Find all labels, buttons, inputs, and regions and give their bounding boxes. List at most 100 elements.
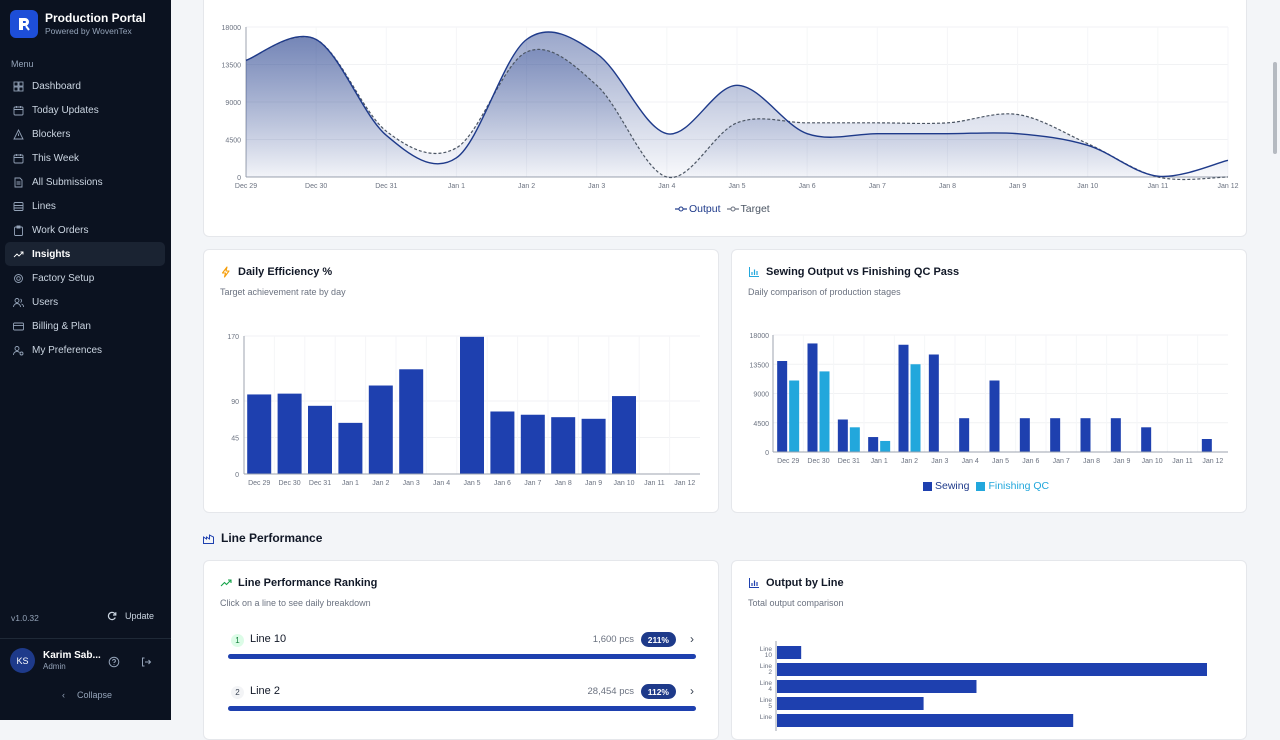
progress-fill [228,706,696,711]
finishing-qc-bar[interactable] [910,364,921,452]
efficiency-bar[interactable] [338,422,363,474]
x-tick-label: Jan 11 [1172,458,1193,465]
sidebar-item-work-orders[interactable]: Work Orders [5,218,165,242]
efficiency-bar[interactable] [247,394,272,474]
sewing-bar[interactable] [1201,439,1212,452]
clipboard-icon [13,225,24,236]
line-output-bar[interactable] [777,663,1207,676]
x-tick-label: Jan 8 [939,183,956,190]
sewing-vs-qc-card: Sewing Output vs Finishing QC Pass Daily… [731,249,1247,513]
sidebar-item-my-preferences[interactable]: My Preferences [5,338,165,362]
x-tick-label: Jan 3 [588,183,605,190]
y-tick-label: 18000 [222,25,242,32]
efficiency-bar[interactable] [490,411,515,474]
list-icon [13,201,24,212]
user-profile[interactable]: KS Karim Sab... Admin [10,648,101,673]
update-button[interactable]: Update [107,611,154,621]
brand[interactable]: Production Portal Powered by WovenTex [10,10,146,38]
help-icon[interactable] [108,656,120,668]
x-tick-label: Jan 5 [463,480,480,487]
x-tick-label: Dec 31 [375,183,397,190]
x-tick-label: Jan 12 [1217,183,1238,190]
sidebar-item-this-week[interactable]: This Week [5,146,165,170]
legend-target: Target [740,203,770,215]
sewing-bar[interactable] [1110,418,1121,452]
sewing-bar[interactable] [837,419,848,453]
main-content: 0 4500 9000 13500 18000 Dec 29 Dec 30 Dec 31 Jan… [171,0,1280,740]
line-output-bar[interactable] [777,680,977,693]
y-tick-label: 18000 [750,333,770,340]
output-legend-icon [675,206,687,212]
line-output-bar[interactable] [777,697,924,710]
line-name: Line 2 [250,685,280,697]
y-tick-label: 0 [235,472,239,479]
efficiency-bar[interactable] [612,396,636,474]
line-output-bar[interactable] [777,646,802,659]
sewing-bar[interactable] [1080,418,1091,452]
efficiency-bar[interactable] [399,369,424,474]
sidebar-item-users[interactable]: Users [5,290,165,314]
finishing-qc-bar[interactable] [789,380,800,453]
efficiency-bar[interactable] [520,414,545,474]
finishing-qc-bar[interactable] [880,440,891,452]
scrollbar-thumb[interactable] [1273,62,1277,154]
y-tick-label: 4500 [753,421,769,428]
rank-number: 2 [231,686,244,699]
efficiency-bar[interactable] [277,393,302,474]
chevron-right-icon[interactable]: › [690,632,694,646]
sidebar-item-insights[interactable]: Insights [5,242,165,266]
sidebar-item-billing-plan[interactable]: Billing & Plan [5,314,165,338]
users-icon [13,297,24,308]
x-tick-label: Jan 10 [1077,183,1098,190]
finishing-qc-bar[interactable] [819,371,830,452]
avatar: KS [10,648,35,673]
x-tick-label: Jan 1 [448,183,465,190]
efficiency-bar[interactable] [368,385,393,474]
sidebar-item-all-submissions[interactable]: All Submissions [5,170,165,194]
sidebar-item-today-updates[interactable]: Today Updates [5,98,165,122]
sidebar-item-factory-setup[interactable]: Factory Setup [5,266,165,290]
sidebar-item-dashboard[interactable]: Dashboard [5,74,165,98]
x-tick-label: Jan 12 [1202,458,1223,465]
sewing-bar[interactable] [898,344,909,452]
x-tick-label: Jan 5 [728,183,745,190]
output-target-legend: Output Target [675,203,770,215]
efficiency-title: Daily Efficiency % [220,266,332,278]
app-title: Production Portal [45,11,146,25]
sidebar-item-label: My Preferences [32,344,103,356]
efficiency-bar[interactable] [551,417,576,474]
sewing-bar[interactable] [1019,418,1030,452]
sewing-bar[interactable] [959,418,970,452]
line-output-bar[interactable] [777,714,1074,727]
chevron-right-icon[interactable]: › [690,684,694,698]
collapse-button[interactable]: ‹ Collapse [62,690,112,700]
line-performance-title-text: Line Performance [221,531,323,545]
sidebar-item-lines[interactable]: Lines [5,194,165,218]
sewing-bar[interactable] [1050,418,1061,452]
output-by-line-title: Output by Line [748,577,844,589]
ranking-title: Line Performance Ranking [220,577,377,589]
legend-finishing-qc: Finishing QC [988,480,1050,492]
sewing-bar[interactable] [928,354,939,453]
efficiency-bar[interactable] [308,405,332,474]
line-pcs: 1,600 pcs [592,634,634,645]
logout-icon[interactable] [140,656,152,668]
sidebar-item-label: Insights [32,248,71,260]
efficiency-bar[interactable] [581,418,606,474]
sewing-bar[interactable] [989,380,1000,453]
sidebar-item-blockers[interactable]: Blockers [5,122,165,146]
grid-icon [13,81,24,92]
efficiency-bar[interactable] [460,336,484,474]
finishing-qc-bar[interactable] [849,427,860,452]
x-tick-label: Jan 12 [674,480,695,487]
sewing-bar[interactable] [777,361,788,452]
sewing-bar[interactable] [1141,427,1152,452]
ranking-subtitle: Click on a line to see daily breakdown [220,598,371,608]
sewing-bar[interactable] [868,437,879,452]
progress-bar [228,654,696,659]
sidebar-nav: Dashboard Today Updates Blockers This Week A… [5,74,165,362]
sewing-bar[interactable] [807,343,818,452]
gear-icon [13,273,24,284]
efficiency-chart: 0 45 90 170 Dec 29 Dec 30 Dec 31 Jan 1 Jan 2 Jan … [227,334,700,487]
